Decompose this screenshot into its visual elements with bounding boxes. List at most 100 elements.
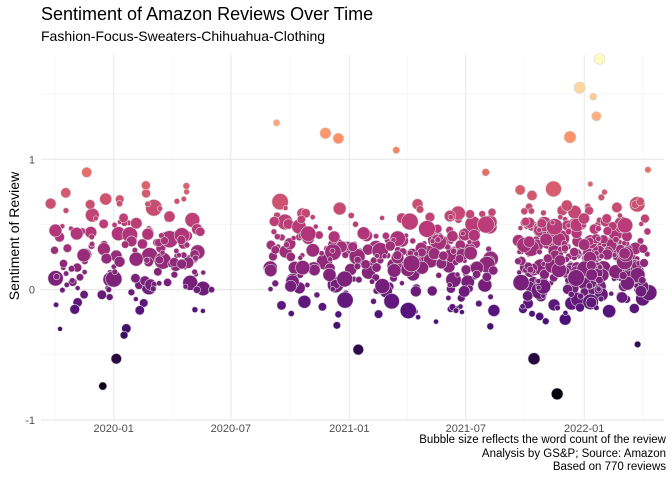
review-point <box>601 213 612 224</box>
review-point <box>536 218 547 229</box>
review-point <box>76 248 91 263</box>
review-point <box>98 381 108 391</box>
review-point <box>144 200 151 208</box>
review-point <box>264 263 278 277</box>
review-point <box>353 262 362 271</box>
review-point <box>130 273 141 284</box>
review-point <box>481 168 490 177</box>
review-point <box>63 270 70 277</box>
review-point <box>450 247 458 255</box>
review-point <box>577 292 584 300</box>
review-point <box>111 268 118 276</box>
review-point <box>287 310 295 317</box>
review-point <box>447 214 454 221</box>
review-point <box>528 310 536 318</box>
review-point <box>163 210 176 223</box>
review-point <box>176 258 188 270</box>
review-point <box>617 217 634 234</box>
review-point <box>99 192 112 206</box>
review-point <box>487 304 501 317</box>
review-point <box>487 293 494 300</box>
review-point <box>601 188 608 196</box>
review-point <box>113 256 126 268</box>
review-point <box>536 248 543 255</box>
review-point <box>392 250 403 261</box>
review-point <box>50 245 59 255</box>
review-point <box>438 250 449 261</box>
review-point <box>602 226 613 236</box>
review-point <box>347 241 358 252</box>
review-point <box>452 307 460 314</box>
review-point <box>519 303 526 310</box>
review-point <box>454 254 465 264</box>
review-point <box>156 280 163 287</box>
review-point <box>134 305 145 316</box>
review-point <box>370 298 377 305</box>
review-point <box>446 230 459 243</box>
review-point <box>426 285 438 297</box>
review-point <box>119 330 129 340</box>
review-point <box>63 281 70 288</box>
review-point <box>44 197 57 210</box>
chart-title: Sentiment of Amazon Reviews Over Time <box>41 4 374 24</box>
review-point <box>612 236 620 244</box>
review-point <box>69 304 80 315</box>
review-point <box>332 132 345 145</box>
review-point <box>53 273 61 281</box>
review-point <box>485 245 492 253</box>
review-point <box>297 294 312 309</box>
review-point <box>285 251 296 262</box>
review-point <box>539 233 553 247</box>
review-point <box>587 181 594 188</box>
review-point <box>192 254 200 262</box>
review-point <box>526 190 538 201</box>
review-point <box>128 251 144 267</box>
review-point <box>327 256 334 263</box>
review-point <box>369 278 376 285</box>
review-point <box>153 267 163 277</box>
review-point <box>314 230 324 240</box>
review-point <box>200 269 207 276</box>
review-point <box>435 272 443 279</box>
review-point <box>329 247 336 254</box>
review-point <box>522 290 534 302</box>
review-point <box>486 322 495 331</box>
review-point <box>336 291 354 309</box>
review-point <box>617 212 623 219</box>
review-point <box>458 285 471 298</box>
review-point <box>454 271 461 278</box>
review-point <box>143 256 151 264</box>
review-point <box>133 296 139 302</box>
review-point <box>540 209 547 217</box>
review-point <box>374 253 380 259</box>
review-point <box>110 353 122 365</box>
review-point <box>557 214 564 220</box>
review-point <box>271 279 279 288</box>
review-point <box>59 259 68 268</box>
review-point <box>429 238 436 245</box>
review-point <box>69 277 76 284</box>
review-point <box>96 289 107 300</box>
y-tick-label: 0 <box>29 285 35 297</box>
review-point <box>60 187 72 199</box>
review-point <box>526 265 535 274</box>
review-point <box>313 223 319 230</box>
review-point <box>156 205 163 212</box>
review-point <box>79 290 89 300</box>
caption-line-1: Bubble size reflects the word count of t… <box>419 434 666 446</box>
review-point <box>446 282 453 288</box>
caption-line-3: Based on 770 reviews <box>552 461 666 473</box>
review-point <box>319 127 332 140</box>
review-point <box>105 286 112 293</box>
review-point <box>127 288 136 297</box>
review-point <box>595 286 602 293</box>
review-point <box>116 200 124 208</box>
review-point <box>182 182 191 190</box>
review-point <box>481 271 492 282</box>
caption-line-2: Analysis by GS&P; Source: Amazon <box>481 447 666 460</box>
review-point <box>183 188 190 195</box>
review-point <box>593 53 606 65</box>
review-point <box>554 304 561 311</box>
review-point <box>182 283 189 290</box>
review-point <box>514 184 526 196</box>
